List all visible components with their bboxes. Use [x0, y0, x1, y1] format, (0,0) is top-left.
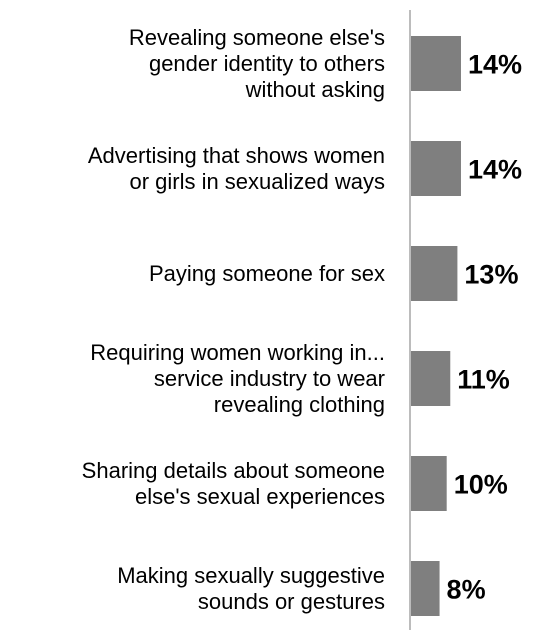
- bar-6: [411, 561, 440, 616]
- category-label-6-line-1: Making sexually suggestive: [117, 563, 385, 588]
- category-label-2-line-2: or girls in sexualized ways: [129, 169, 385, 194]
- bar-3: [411, 246, 458, 301]
- value-label-2: 14%: [468, 155, 522, 185]
- category-label-2: Advertising that shows women or girls in …: [88, 143, 385, 194]
- value-label-6: 8%: [447, 575, 486, 605]
- value-label-5: 10%: [454, 470, 508, 500]
- category-label-4: Requiring women working in... service ind…: [90, 340, 385, 417]
- category-label-5: Sharing details about someone else's sexu…: [82, 458, 385, 509]
- value-labels: 14% 14% 13% 11% 10% 8%: [447, 50, 522, 605]
- category-labels: Revealing someone else's gender identity …: [82, 25, 385, 614]
- category-label-6-line-2: sounds or gestures: [198, 589, 385, 614]
- category-label-4-line-2: service industry to wear: [154, 366, 385, 391]
- category-label-1: Revealing someone else's gender identity …: [129, 25, 385, 102]
- category-label-2-line-1: Advertising that shows women: [88, 143, 385, 168]
- category-label-1-line-1: Revealing someone else's: [129, 25, 385, 50]
- category-label-5-line-1: Sharing details about someone: [82, 458, 385, 483]
- category-label-4-line-1: Requiring women working in...: [90, 340, 385, 365]
- value-label-4: 11%: [457, 365, 510, 395]
- category-label-1-line-2: gender identity to others: [149, 51, 385, 76]
- bar-4: [411, 351, 451, 406]
- bar-5: [411, 456, 447, 511]
- category-label-1-line-3: without asking: [245, 77, 385, 102]
- category-label-6: Making sexually suggestive sounds or gest…: [117, 563, 385, 614]
- category-label-5-line-2: else's sexual experiences: [135, 484, 385, 509]
- bar-series: [411, 36, 461, 616]
- value-label-1: 14%: [468, 50, 522, 80]
- category-label-3: Paying someone for sex: [149, 261, 385, 286]
- bar-2: [411, 141, 461, 196]
- value-label-3: 13%: [464, 260, 518, 290]
- bar-1: [411, 36, 461, 91]
- category-label-4-line-3: revealing clothing: [214, 392, 385, 417]
- category-label-3-line-1: Paying someone for sex: [149, 261, 385, 286]
